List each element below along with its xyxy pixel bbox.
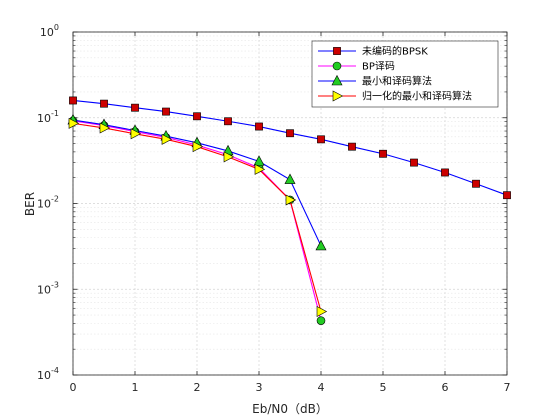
data-point: [223, 151, 235, 163]
data-point: [99, 122, 111, 134]
series-layer: [67, 96, 511, 325]
data-point: [379, 149, 387, 158]
data-point: [254, 163, 266, 175]
data-point: [316, 306, 328, 318]
data-point: [253, 155, 265, 166]
y-tick-label: 10-2: [37, 195, 59, 211]
legend-marker: [331, 74, 343, 86]
data-point: [472, 179, 480, 188]
y-tick-label: 10-3: [37, 280, 59, 296]
data-point: [69, 96, 77, 105]
data-point: [286, 129, 294, 138]
legend-marker: [332, 61, 342, 71]
series-0: [69, 96, 511, 200]
legend-label: 归一化的最小和译码算法: [362, 90, 472, 103]
data-point: [285, 194, 297, 206]
data-point: [503, 191, 511, 200]
data-point: [68, 117, 80, 129]
data-point: [316, 316, 326, 325]
legend-label: 最小和译码算法: [362, 75, 432, 88]
x-tick-label: 7: [504, 381, 511, 394]
data-point: [441, 168, 449, 177]
x-tick-label: 1: [132, 381, 139, 394]
data-point: [284, 173, 296, 184]
legend-marker: [332, 90, 344, 102]
x-tick-label: 4: [318, 381, 325, 394]
y-tick-label: 10-1: [37, 109, 59, 125]
data-point: [131, 103, 139, 112]
data-point: [130, 128, 142, 140]
data-point: [193, 112, 201, 121]
data-point: [255, 122, 263, 131]
x-tick-label: 3: [256, 381, 263, 394]
data-point: [315, 239, 327, 251]
x-tick-label: 0: [70, 381, 77, 394]
x-tick-label: 5: [380, 381, 387, 394]
legend-marker: [333, 47, 341, 55]
axes: 0 1 2 3 4 5 6 7 10-4 10-3 10-2 10-1 100: [37, 23, 510, 394]
data-point: [100, 99, 108, 108]
legend-label: 未编码的BPSK: [362, 45, 428, 58]
data-point: [161, 133, 173, 145]
data-point: [317, 135, 325, 144]
x-axis-label: Eb/N0（dB）: [252, 402, 328, 416]
data-point: [224, 117, 232, 126]
data-point: [192, 141, 204, 153]
x-tick-label: 6: [442, 381, 449, 394]
y-tick-label: 10-4: [37, 366, 59, 382]
data-point: [162, 107, 170, 116]
y-axis-label: BER: [23, 192, 37, 216]
data-point: [348, 142, 356, 151]
y-tick-label: 100: [40, 23, 59, 39]
x-tick-label: 2: [194, 381, 201, 394]
legend-label: BP译码: [362, 61, 395, 73]
data-point: [410, 158, 418, 167]
series-3: [68, 117, 328, 318]
